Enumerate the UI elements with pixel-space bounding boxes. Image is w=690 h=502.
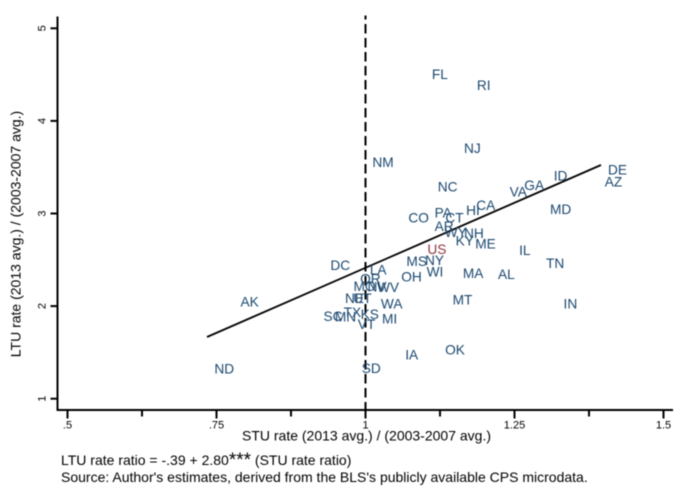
svg-text:ID: ID — [554, 169, 568, 184]
svg-text:NJ: NJ — [464, 141, 481, 156]
svg-text:UT: UT — [353, 291, 372, 306]
svg-text:WI: WI — [427, 265, 444, 280]
svg-text:WY: WY — [445, 225, 467, 240]
svg-text:TX: TX — [344, 305, 362, 320]
svg-text:DC: DC — [330, 258, 350, 273]
svg-text:STU rate (2013 avg.) / (2003-2: STU rate (2013 avg.) / (2003-2007 avg.) — [242, 428, 491, 444]
svg-text:NC: NC — [438, 180, 458, 195]
svg-text:PA: PA — [435, 206, 453, 221]
svg-text:FL: FL — [432, 67, 448, 82]
svg-text:3: 3 — [36, 210, 48, 216]
svg-text:1.5: 1.5 — [656, 420, 671, 432]
svg-text:NE: NE — [345, 291, 364, 306]
svg-text:LTU rate ratio = -.39 + 2.80**: LTU rate ratio = -.39 + 2.80*** (STU rat… — [61, 450, 351, 471]
svg-text:VA: VA — [510, 184, 528, 199]
svg-text:KS: KS — [361, 307, 379, 322]
svg-text:VT: VT — [358, 317, 376, 332]
svg-text:NM: NM — [372, 155, 393, 170]
svg-text:CT: CT — [445, 211, 464, 226]
svg-text:1: 1 — [362, 420, 368, 432]
svg-text:NY: NY — [425, 253, 444, 268]
svg-text:KY: KY — [456, 234, 474, 249]
svg-text:MS: MS — [406, 254, 427, 269]
svg-text:AK: AK — [240, 294, 258, 309]
svg-text:MI: MI — [382, 312, 397, 327]
svg-text:.75: .75 — [209, 420, 224, 432]
svg-text:OR: OR — [360, 272, 381, 287]
svg-text:OH: OH — [401, 269, 422, 284]
svg-text:.5: .5 — [63, 420, 72, 432]
svg-text:ND: ND — [214, 362, 234, 377]
svg-text:LA: LA — [370, 263, 388, 278]
svg-text:LTU rate (2013 avg.) / (2003-2: LTU rate (2013 avg.) / (2003-2007 avg.) — [8, 111, 24, 357]
svg-text:IN: IN — [564, 297, 578, 312]
svg-text:5: 5 — [36, 25, 48, 31]
svg-text:ME: ME — [475, 237, 496, 252]
svg-text:HI: HI — [466, 203, 480, 218]
svg-text:WA: WA — [381, 297, 403, 312]
svg-text:AR: AR — [435, 219, 454, 234]
svg-text:4: 4 — [36, 118, 48, 124]
svg-text:AZ: AZ — [605, 175, 623, 190]
svg-text:TN: TN — [546, 256, 564, 271]
svg-text:Source: Author's estimates, de: Source: Author's estimates, derived from… — [61, 469, 588, 485]
svg-text:GA: GA — [524, 178, 545, 193]
svg-text:MO: MO — [353, 279, 375, 294]
svg-text:DE: DE — [608, 162, 627, 177]
svg-text:AL: AL — [498, 267, 515, 282]
svg-text:OK: OK — [445, 342, 465, 357]
svg-text:IA: IA — [405, 347, 419, 362]
svg-text:US: US — [427, 242, 446, 257]
svg-text:MD: MD — [550, 202, 571, 217]
svg-text:MT: MT — [453, 292, 473, 307]
svg-text:IL: IL — [519, 243, 531, 258]
svg-text:NH: NH — [464, 226, 484, 241]
svg-text:SC: SC — [323, 309, 342, 324]
svg-text:CA: CA — [476, 198, 496, 213]
svg-text:1: 1 — [36, 396, 48, 402]
svg-text:NV: NV — [367, 280, 387, 295]
svg-text:2: 2 — [36, 303, 48, 309]
svg-text:1.25: 1.25 — [504, 420, 525, 432]
svg-text:MA: MA — [463, 266, 484, 281]
svg-text:RI: RI — [477, 78, 491, 93]
svg-text:CO: CO — [408, 210, 429, 225]
svg-text:MN: MN — [335, 310, 356, 325]
svg-text:WV: WV — [377, 280, 400, 295]
svg-text:SD: SD — [362, 361, 381, 376]
